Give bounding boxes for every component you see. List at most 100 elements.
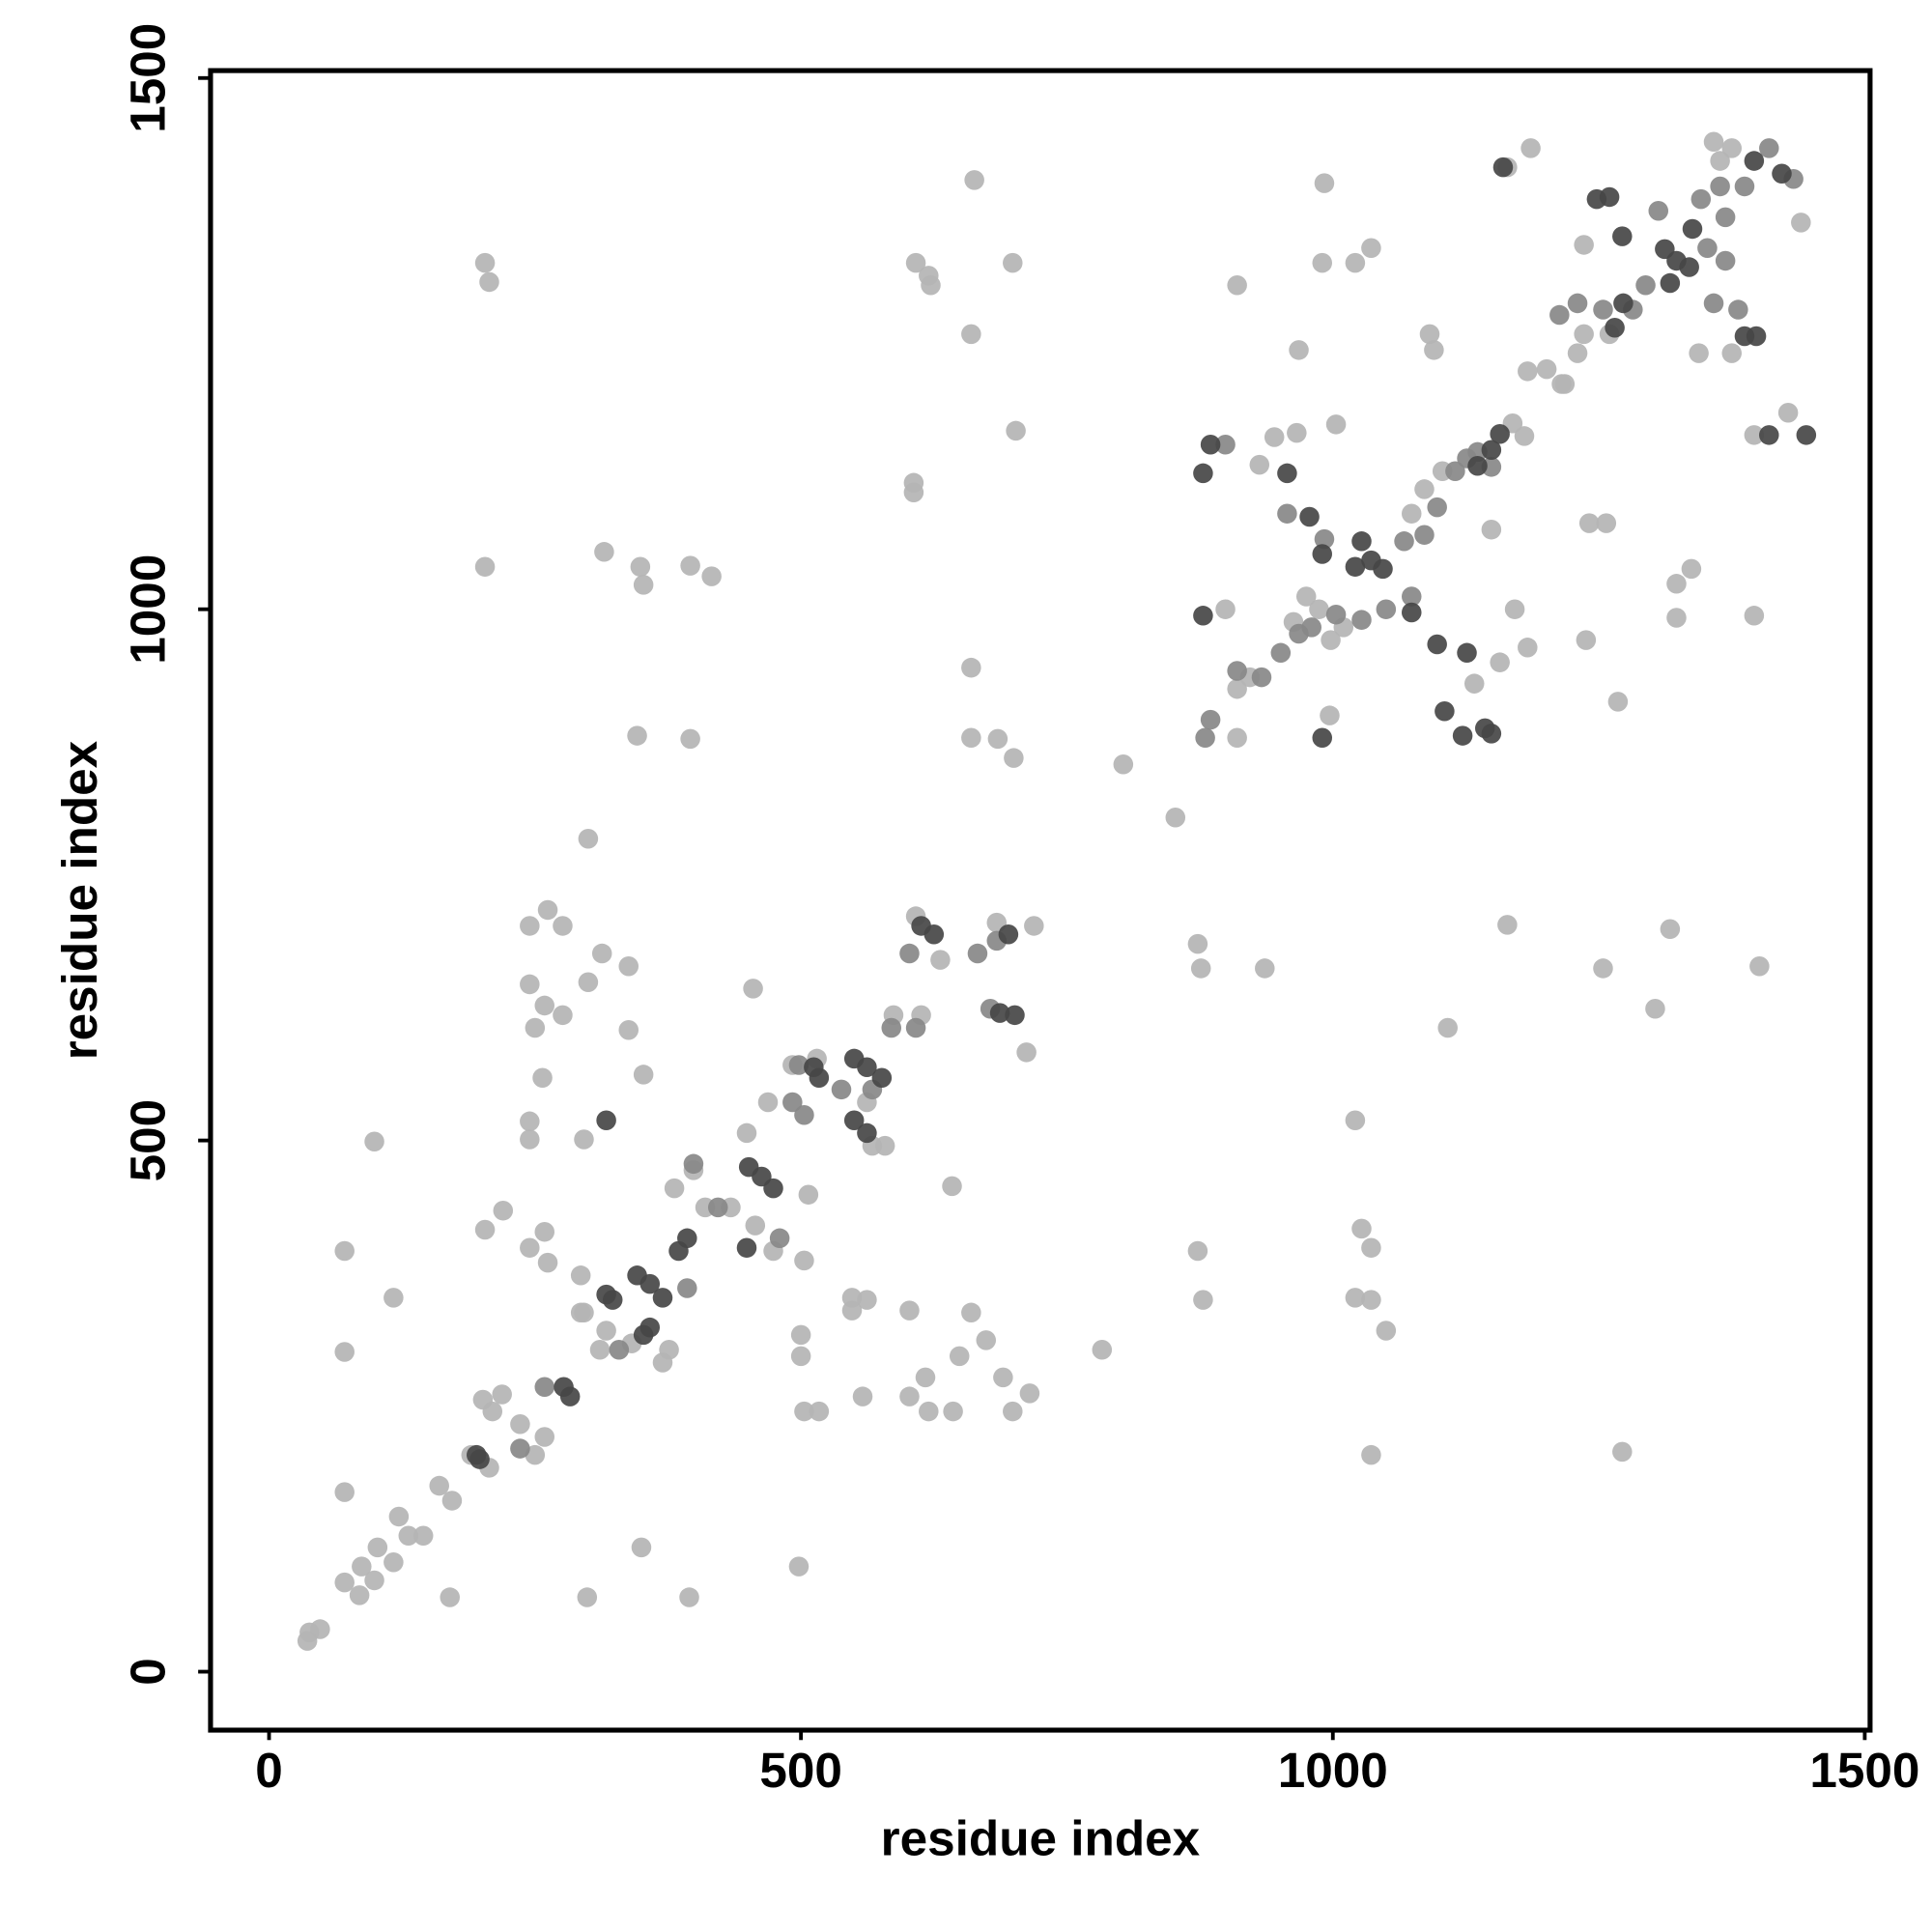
point [763,1178,783,1199]
point [1574,324,1594,345]
point [1264,427,1285,447]
point [1567,343,1588,363]
point [1345,1288,1366,1308]
point [1376,599,1397,619]
point [1549,304,1570,326]
point [1554,374,1576,394]
point [1092,1340,1113,1360]
point [1504,599,1525,619]
point [1772,163,1792,185]
point [639,1317,661,1338]
point [534,1377,554,1398]
point [553,916,573,936]
point [630,556,651,577]
point [334,1482,355,1502]
point [1249,454,1270,475]
point [1187,1240,1208,1262]
point [1690,188,1712,210]
point [899,1300,920,1321]
point [1193,606,1213,626]
point [388,1506,410,1527]
point [384,1288,404,1308]
point [794,1401,814,1422]
point [1796,425,1817,445]
point [570,1302,591,1323]
point [989,1003,1010,1023]
point [534,1221,554,1242]
point [1376,1321,1397,1341]
point [1435,701,1455,722]
plot-frame [208,68,1873,1733]
point [1682,218,1703,240]
point [1394,531,1414,552]
point [1373,558,1393,580]
point [1419,324,1440,345]
point [1666,608,1687,628]
point [618,955,639,977]
point [987,728,1009,750]
point [652,1352,673,1373]
y-tick-label: 1500 [121,23,176,133]
point [1536,358,1557,380]
point [1312,727,1333,749]
point [1681,558,1702,580]
point [520,916,540,936]
point [852,1386,873,1406]
point [1463,673,1485,694]
point [1703,131,1724,153]
point [857,1057,877,1077]
point [961,1302,981,1323]
point [1312,252,1333,273]
point [1710,176,1730,197]
point [1749,955,1770,977]
point [652,1288,673,1308]
point [1666,574,1687,594]
point [570,1265,591,1286]
point [474,1219,496,1240]
point [479,271,499,293]
point [782,1092,803,1113]
point [831,1079,852,1100]
point [631,1537,652,1558]
point [1345,252,1366,273]
point [1605,317,1625,338]
point [534,1427,554,1447]
point [871,1067,893,1088]
point [930,950,951,970]
point [1187,933,1208,954]
point [1019,1383,1040,1404]
point [578,972,599,992]
point [349,1585,370,1605]
point [745,1215,766,1236]
point [949,1346,970,1367]
point [1689,343,1709,363]
point [1295,586,1317,607]
point [790,1346,811,1367]
point [1744,606,1765,626]
point [1721,343,1742,363]
point [794,1250,814,1271]
point [1414,525,1435,545]
point [1645,998,1665,1019]
point [1325,414,1347,435]
point [1195,727,1215,749]
point [1715,250,1736,271]
point [1593,958,1613,979]
point [1227,274,1247,296]
point [493,1200,514,1221]
point [1270,642,1292,664]
point [520,1237,540,1258]
point [683,1153,704,1175]
point [1227,727,1247,749]
point [609,1340,630,1360]
x-tick-label: 1500 [1809,1743,1919,1798]
point [680,555,700,576]
point [1490,652,1510,672]
point [736,1237,757,1258]
point [964,170,984,190]
point [919,1401,939,1422]
point [857,1290,877,1310]
point [1325,604,1347,625]
point [757,1092,779,1113]
point [627,725,647,746]
